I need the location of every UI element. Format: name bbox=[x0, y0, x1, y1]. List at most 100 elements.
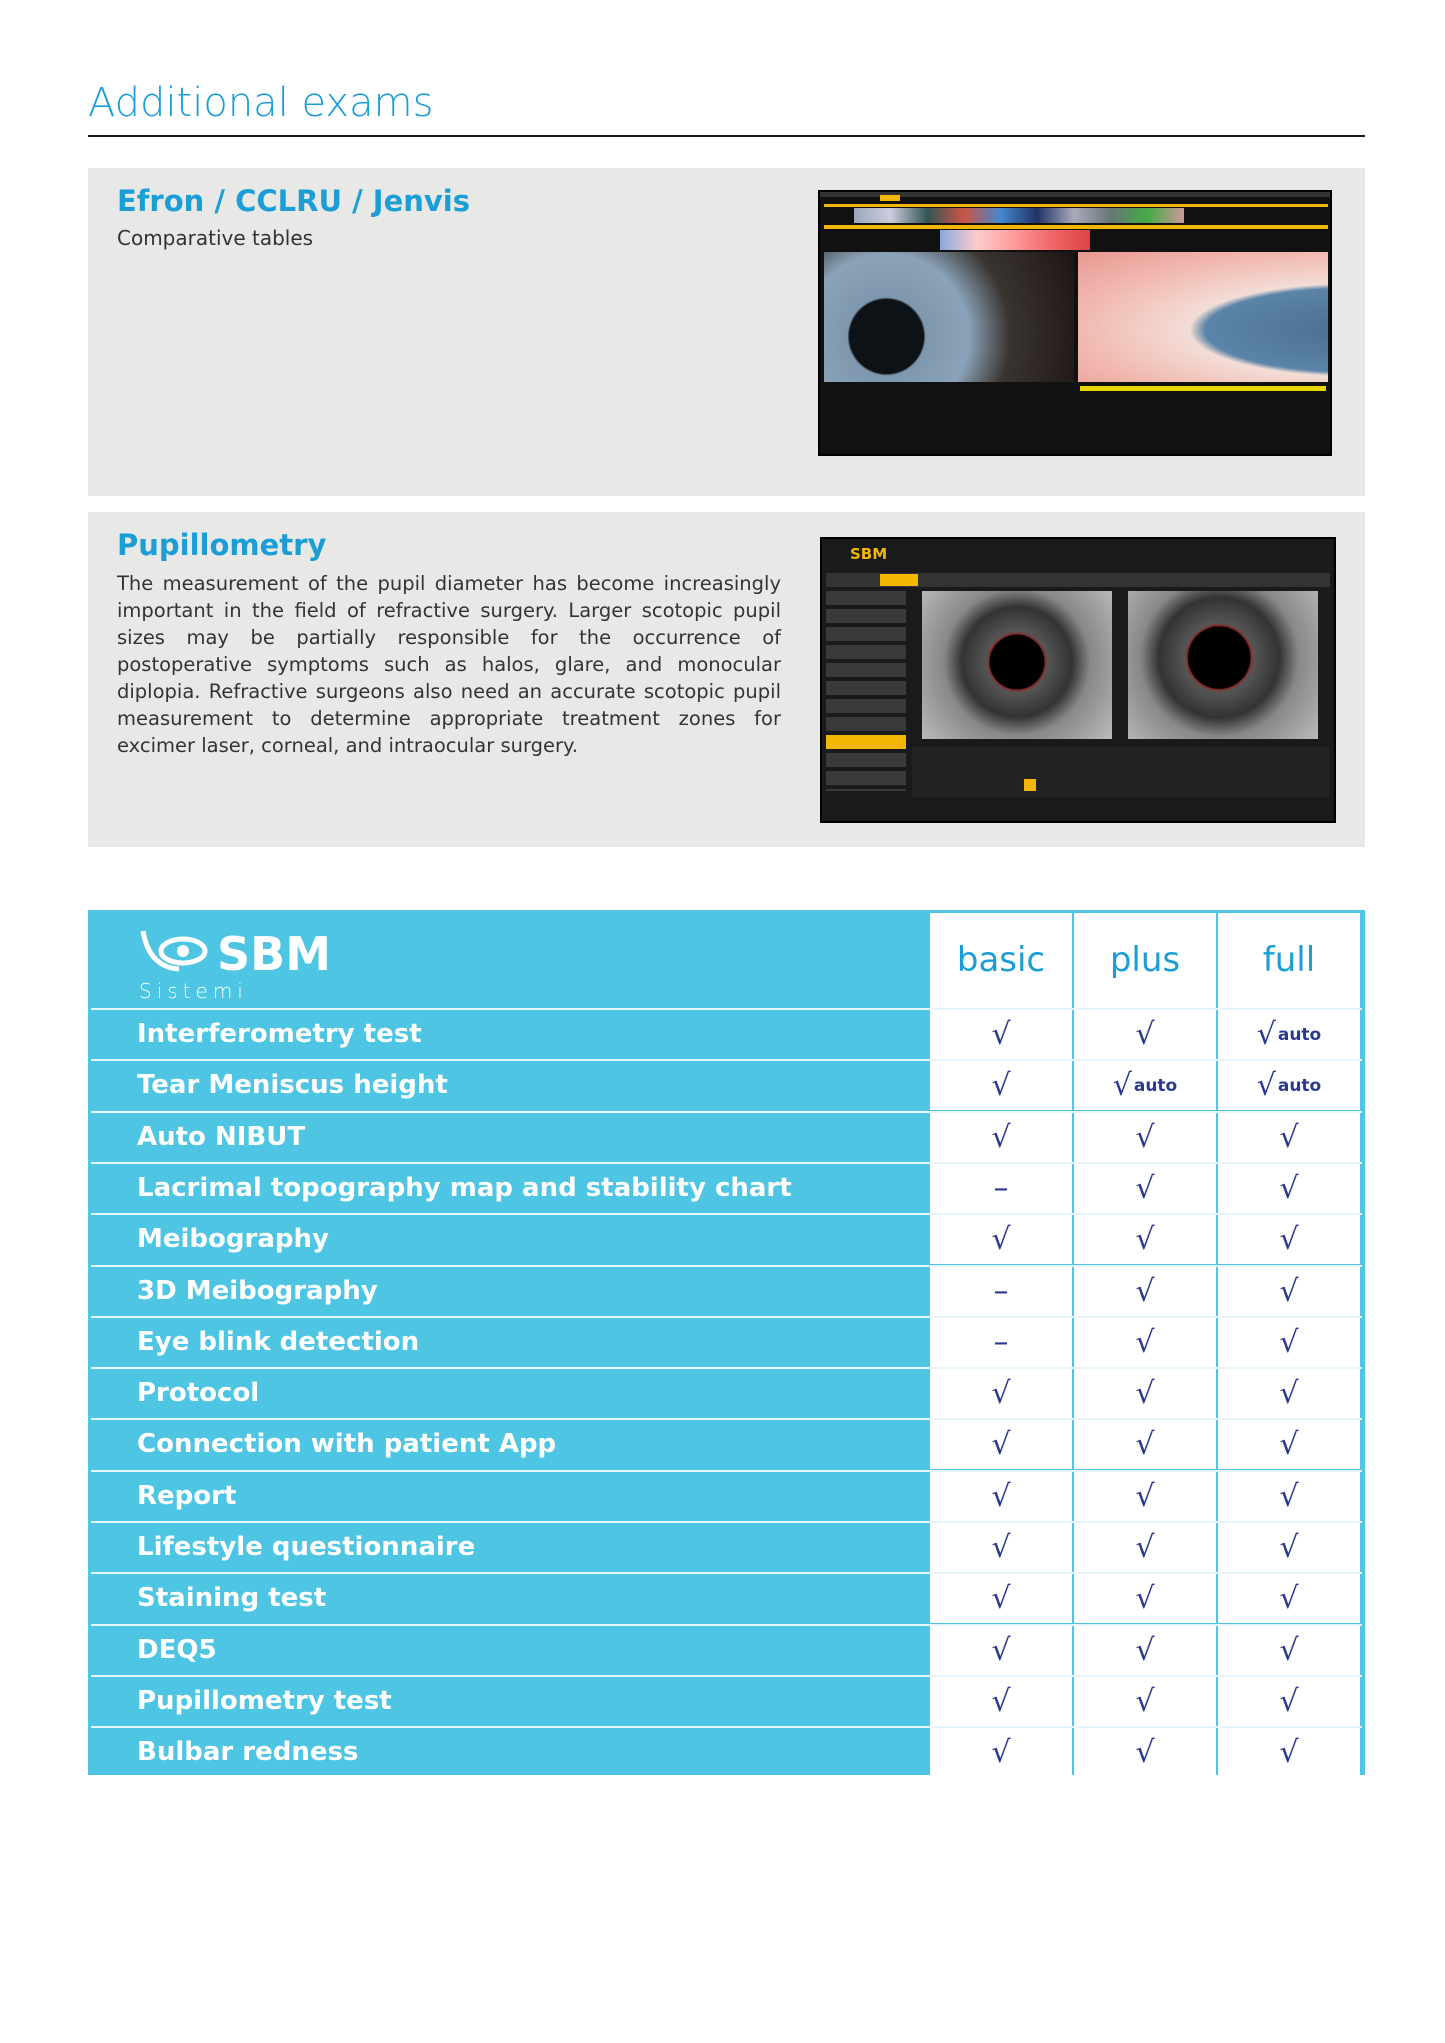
efron-screenshot bbox=[818, 190, 1332, 456]
feature-label: DEQ5 bbox=[137, 1634, 217, 1665]
plan-cell: √ bbox=[1074, 1163, 1216, 1213]
feature-comparison-table: SBM Sistemi basic plus full Interferomet… bbox=[88, 910, 1365, 1778]
plan-full: full bbox=[1218, 913, 1360, 1008]
checkmark-icon: √ bbox=[1279, 1632, 1299, 1668]
feature-label: Bulbar redness bbox=[137, 1737, 359, 1768]
checkmark-icon: √ bbox=[1279, 1324, 1299, 1360]
checkmark-icon: √ bbox=[1135, 1735, 1155, 1771]
plan-cell: √ bbox=[1074, 1523, 1216, 1572]
plan-cell: √ bbox=[1218, 1676, 1360, 1726]
page-title: Additional exams bbox=[88, 80, 434, 126]
plan-cell: √ bbox=[1074, 1369, 1216, 1419]
plan-cell: √ bbox=[930, 1061, 1072, 1111]
dash-icon: – bbox=[993, 1273, 1009, 1309]
feature-label: Eye blink detection bbox=[137, 1326, 420, 1357]
checkmark-icon: √ bbox=[1112, 1068, 1132, 1104]
checkmark-icon: √ bbox=[991, 1530, 1011, 1565]
title-divider bbox=[88, 135, 1365, 137]
checkmark-icon: √ bbox=[1279, 1478, 1299, 1514]
table-row: Auto NIBUT √ √ √ bbox=[91, 1110, 1362, 1162]
feature-label: Report bbox=[137, 1480, 237, 1511]
plan-cell: √ bbox=[930, 1523, 1072, 1572]
plan-cell: √ bbox=[930, 1574, 1072, 1624]
checkmark-icon: √ bbox=[1135, 1632, 1155, 1668]
checkmark-icon: √ bbox=[991, 1222, 1011, 1258]
plan-cell: √ bbox=[1218, 1369, 1360, 1419]
section-body: The measurement of the pupil diameter ha… bbox=[117, 572, 781, 757]
checkmark-icon: √ bbox=[1279, 1427, 1299, 1463]
plan-cell: √ bbox=[930, 1471, 1072, 1521]
table-row: Connection with patient App √ √ √ bbox=[91, 1418, 1362, 1470]
table-row: 3D Meibography – √ √ bbox=[91, 1264, 1362, 1316]
checkmark-icon: √ bbox=[991, 1068, 1011, 1104]
plan-cell: √ bbox=[1218, 1625, 1360, 1675]
checkmark-icon: √ bbox=[991, 1478, 1011, 1514]
table-header: SBM Sistemi basic plus full bbox=[91, 913, 1362, 1008]
plan-cell: √ bbox=[1074, 1420, 1216, 1470]
plan-cell: √ bbox=[930, 1369, 1072, 1419]
feature-label: Interferometry test bbox=[137, 1019, 422, 1049]
feature-label: Auto NIBUT bbox=[137, 1121, 306, 1152]
table-row: Bulbar redness √ √ √ bbox=[91, 1726, 1362, 1778]
checkmark-icon: √ bbox=[1279, 1222, 1299, 1258]
checkmark-icon: √ bbox=[1135, 1683, 1155, 1719]
plan-cell: √ bbox=[1218, 1266, 1360, 1316]
checkmark-icon: √ bbox=[1279, 1683, 1299, 1719]
plan-cell: √ bbox=[1074, 1728, 1216, 1778]
checkmark-icon: √ bbox=[1256, 1017, 1276, 1052]
plan-cell: √ bbox=[1218, 1112, 1360, 1162]
plan-cell: √ bbox=[1218, 1163, 1360, 1213]
auto-label: auto bbox=[1277, 1076, 1322, 1097]
plan-cell: √ bbox=[930, 1728, 1072, 1778]
plan-cell: √ bbox=[1218, 1471, 1360, 1521]
checkmark-icon: √ bbox=[1279, 1376, 1299, 1412]
dash-icon: – bbox=[993, 1324, 1009, 1360]
plan-basic: basic bbox=[930, 913, 1072, 1008]
plan-cell: – bbox=[930, 1266, 1072, 1316]
section-subtitle: Comparative tables bbox=[117, 226, 314, 250]
table-row: Protocol √ √ √ bbox=[91, 1367, 1362, 1419]
section-title: Efron / CCLRU / Jenvis bbox=[117, 184, 470, 218]
checkmark-icon: √ bbox=[991, 1683, 1011, 1719]
plan-cell: √ bbox=[1218, 1523, 1360, 1572]
table-row: Interferometry test √ √ √ auto bbox=[91, 1008, 1362, 1059]
plan-cell: √ bbox=[1074, 1010, 1216, 1059]
checkmark-icon: √ bbox=[1279, 1530, 1299, 1565]
feature-label: Lifestyle questionnaire bbox=[137, 1532, 476, 1562]
feature-label: Lacrimal topography map and stability ch… bbox=[137, 1172, 792, 1203]
plan-cell: √ bbox=[930, 1676, 1072, 1726]
checkmark-icon: √ bbox=[1279, 1735, 1299, 1771]
plan-cell: √ bbox=[1074, 1625, 1216, 1675]
checkmark-icon: √ bbox=[1135, 1478, 1155, 1514]
plan-cell: √ bbox=[1074, 1471, 1216, 1521]
plan-cell: √ bbox=[1074, 1574, 1216, 1624]
checkmark-icon: √ bbox=[1279, 1170, 1299, 1206]
feature-label: Connection with patient App bbox=[137, 1429, 557, 1460]
checkmark-icon: √ bbox=[1279, 1119, 1299, 1155]
checkmark-icon: √ bbox=[991, 1119, 1011, 1155]
checkmark-icon: √ bbox=[1135, 1273, 1155, 1309]
plan-cell: √ bbox=[930, 1215, 1072, 1265]
feature-label: Staining test bbox=[137, 1583, 327, 1614]
checkmark-icon: √ bbox=[1135, 1581, 1155, 1617]
feature-label: Tear Meniscus height bbox=[137, 1070, 448, 1101]
plan-cell: √ bbox=[1074, 1266, 1216, 1316]
table-row: Report √ √ √ bbox=[91, 1469, 1362, 1521]
plan-cell: √ bbox=[1218, 1317, 1360, 1367]
feature-label: Pupillometry test bbox=[137, 1685, 392, 1716]
checkmark-icon: √ bbox=[1135, 1017, 1155, 1052]
checkmark-icon: √ bbox=[1135, 1119, 1155, 1155]
checkmark-icon: √ bbox=[1279, 1273, 1299, 1309]
table-row: DEQ5 √ √ √ bbox=[91, 1623, 1362, 1675]
efron-section: Efron / CCLRU / Jenvis Comparative table… bbox=[88, 168, 1365, 496]
checkmark-icon: √ bbox=[1256, 1068, 1276, 1104]
checkmark-icon: √ bbox=[991, 1376, 1011, 1412]
plan-cell: – bbox=[930, 1317, 1072, 1367]
checkmark-icon: √ bbox=[1135, 1530, 1155, 1565]
screenshot-logo: SBM bbox=[850, 545, 888, 563]
plan-cell: √ bbox=[1074, 1112, 1216, 1162]
checkmark-icon: √ bbox=[991, 1427, 1011, 1463]
table-row: Lacrimal topography map and stability ch… bbox=[91, 1161, 1362, 1213]
checkmark-icon: √ bbox=[1135, 1324, 1155, 1360]
eye-logo-icon bbox=[140, 930, 208, 972]
